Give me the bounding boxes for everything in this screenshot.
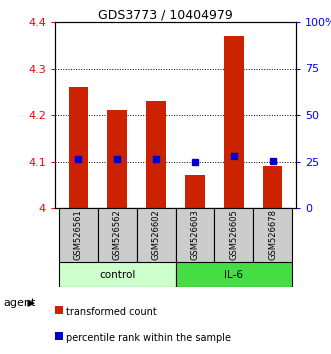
Bar [69, 87, 88, 208]
Bar [98, 208, 137, 262]
Bar [175, 262, 292, 287]
Bar [214, 208, 253, 262]
Text: control: control [99, 269, 135, 280]
Bar [146, 101, 166, 208]
Bar [253, 208, 292, 262]
Bar [175, 208, 214, 262]
Bar [108, 110, 127, 208]
Bar [224, 36, 244, 208]
Text: percentile rank within the sample: percentile rank within the sample [66, 333, 231, 343]
Bar [263, 166, 282, 208]
Bar [55, 306, 63, 314]
Bar [137, 208, 175, 262]
Text: transformed count: transformed count [66, 307, 157, 317]
Text: GSM526605: GSM526605 [229, 210, 238, 261]
Text: GDS3773 / 10404979: GDS3773 / 10404979 [98, 8, 233, 21]
Text: GSM526561: GSM526561 [74, 210, 83, 261]
Text: agent: agent [3, 298, 35, 308]
Bar [59, 262, 175, 287]
Text: GSM526602: GSM526602 [152, 210, 161, 261]
Text: GSM526678: GSM526678 [268, 210, 277, 261]
Bar [59, 208, 98, 262]
Text: IL-6: IL-6 [224, 269, 243, 280]
Bar [185, 176, 205, 208]
Text: GSM526603: GSM526603 [190, 210, 200, 261]
Text: GSM526562: GSM526562 [113, 210, 122, 261]
Bar [55, 332, 63, 340]
